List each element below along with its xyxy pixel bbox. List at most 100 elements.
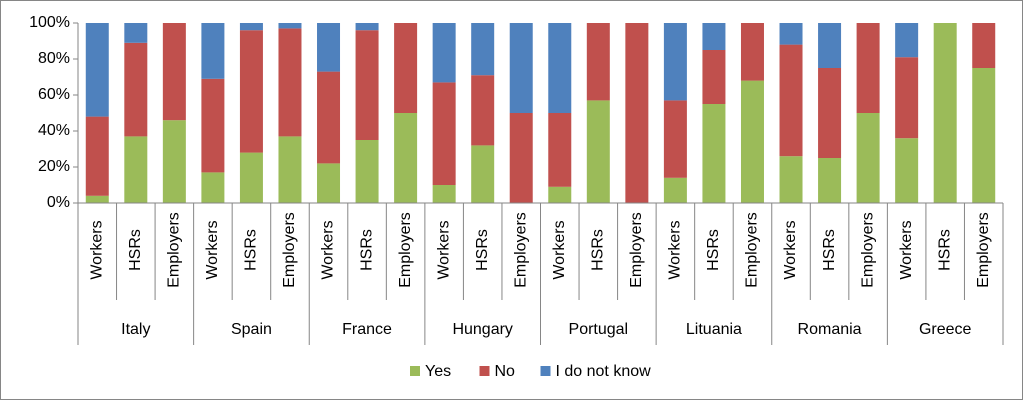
bar-segment [124,42,148,137]
bar-segment [779,44,803,157]
bar-segment [432,23,456,83]
x-tick-label: Employers [281,212,298,288]
bar-segment [432,185,456,203]
bar-segment [355,30,379,141]
legend-swatch [540,366,551,376]
bar-segment [432,82,456,185]
bar-segment [355,140,379,203]
group-label: France [342,321,392,338]
bar-segment [702,50,726,104]
bar-segment [394,23,418,113]
bar-segment [548,186,572,203]
bar-segment [355,23,379,31]
bar-segment [895,57,919,139]
bar-segment [663,100,687,178]
x-tick-label: Employers [744,212,761,288]
bar-segment [509,113,533,203]
group-label: Greece [919,321,972,338]
x-tick-label: HSRs [705,229,722,271]
bar-segment [702,104,726,203]
y-tick-label: 0% [47,194,70,211]
x-tick-label: HSRs [358,229,375,271]
bar-segment [779,23,803,45]
bar-segment [124,136,148,203]
x-tick-label: Employers [397,212,414,288]
bar-segment [394,113,418,203]
x-tick-label: Workers [320,220,337,279]
y-tick-label: 80% [38,50,70,67]
bar-segment [818,23,842,68]
x-tick-label: Workers [782,220,799,279]
x-tick-label: Workers [667,220,684,279]
x-tick-label: Employers [512,212,529,288]
x-tick-label: Workers [551,220,568,279]
bar-segment [317,23,341,72]
legend-label: Yes [425,363,451,380]
bar-segment [586,23,610,101]
bar-segment [124,23,148,43]
bar-segment [856,113,880,203]
bar-segment [548,113,572,187]
legend-swatch [410,366,420,376]
bar-segment [239,30,263,153]
bar-segment [201,78,225,173]
x-tick-label: Employers [975,212,992,288]
y-tick-label: 20% [38,158,70,175]
bar-segment [471,23,495,76]
bar-segment [278,28,302,137]
bar-segment [818,158,842,203]
x-tick-label: Employers [166,212,183,288]
bar-segment [162,120,186,203]
bar-segment [586,100,610,203]
bar-segment [317,163,341,203]
bar-segment [317,71,341,164]
bar-segment [85,23,109,117]
y-tick-label: 100% [29,14,70,31]
legend-swatch [479,366,490,376]
group-label: Portugal [569,321,629,338]
bar-segment [548,23,572,113]
bar-segment [972,68,996,203]
bar-segment [509,23,533,113]
group-label: Hungary [452,321,512,338]
x-tick-label: Workers [204,220,221,279]
x-tick-label: Employers [859,212,876,288]
y-tick-label: 40% [38,122,70,139]
bar-segment [933,23,957,203]
y-tick-label: 60% [38,86,70,103]
x-tick-label: HSRs [243,229,260,271]
bar-segment [162,23,186,121]
x-tick-label: Workers [88,220,105,279]
x-tick-label: HSRs [127,229,144,271]
bar-segment [239,152,263,203]
bar-segment [895,23,919,58]
group-label: Romania [798,321,862,338]
x-tick-label: HSRs [590,229,607,271]
bar-segment [625,23,649,203]
x-tick-label: HSRs [936,229,953,271]
bar-segment [740,23,764,81]
bar-segment [779,156,803,203]
x-tick-label: Workers [898,220,915,279]
bar-segment [702,23,726,50]
bar-segment [818,68,842,158]
group-label: Italy [121,321,150,338]
bar-segment [663,177,687,203]
bar-segment [895,138,919,203]
bar-segment [740,80,764,203]
bar-segment [278,23,302,29]
group-label: Spain [231,321,272,338]
bar-segment [663,23,687,101]
bar-segment [278,136,302,203]
x-tick-label: HSRs [821,229,838,271]
x-tick-label: Workers [435,220,452,279]
legend-label: I do not know [556,363,652,380]
bar-segment [85,116,109,196]
x-tick-label: Employers [628,212,645,288]
bar-segment [201,172,225,203]
group-label: Lituania [686,321,742,338]
x-tick-label: HSRs [474,229,491,271]
legend-label: No [495,363,516,380]
bar-segment [85,195,109,203]
